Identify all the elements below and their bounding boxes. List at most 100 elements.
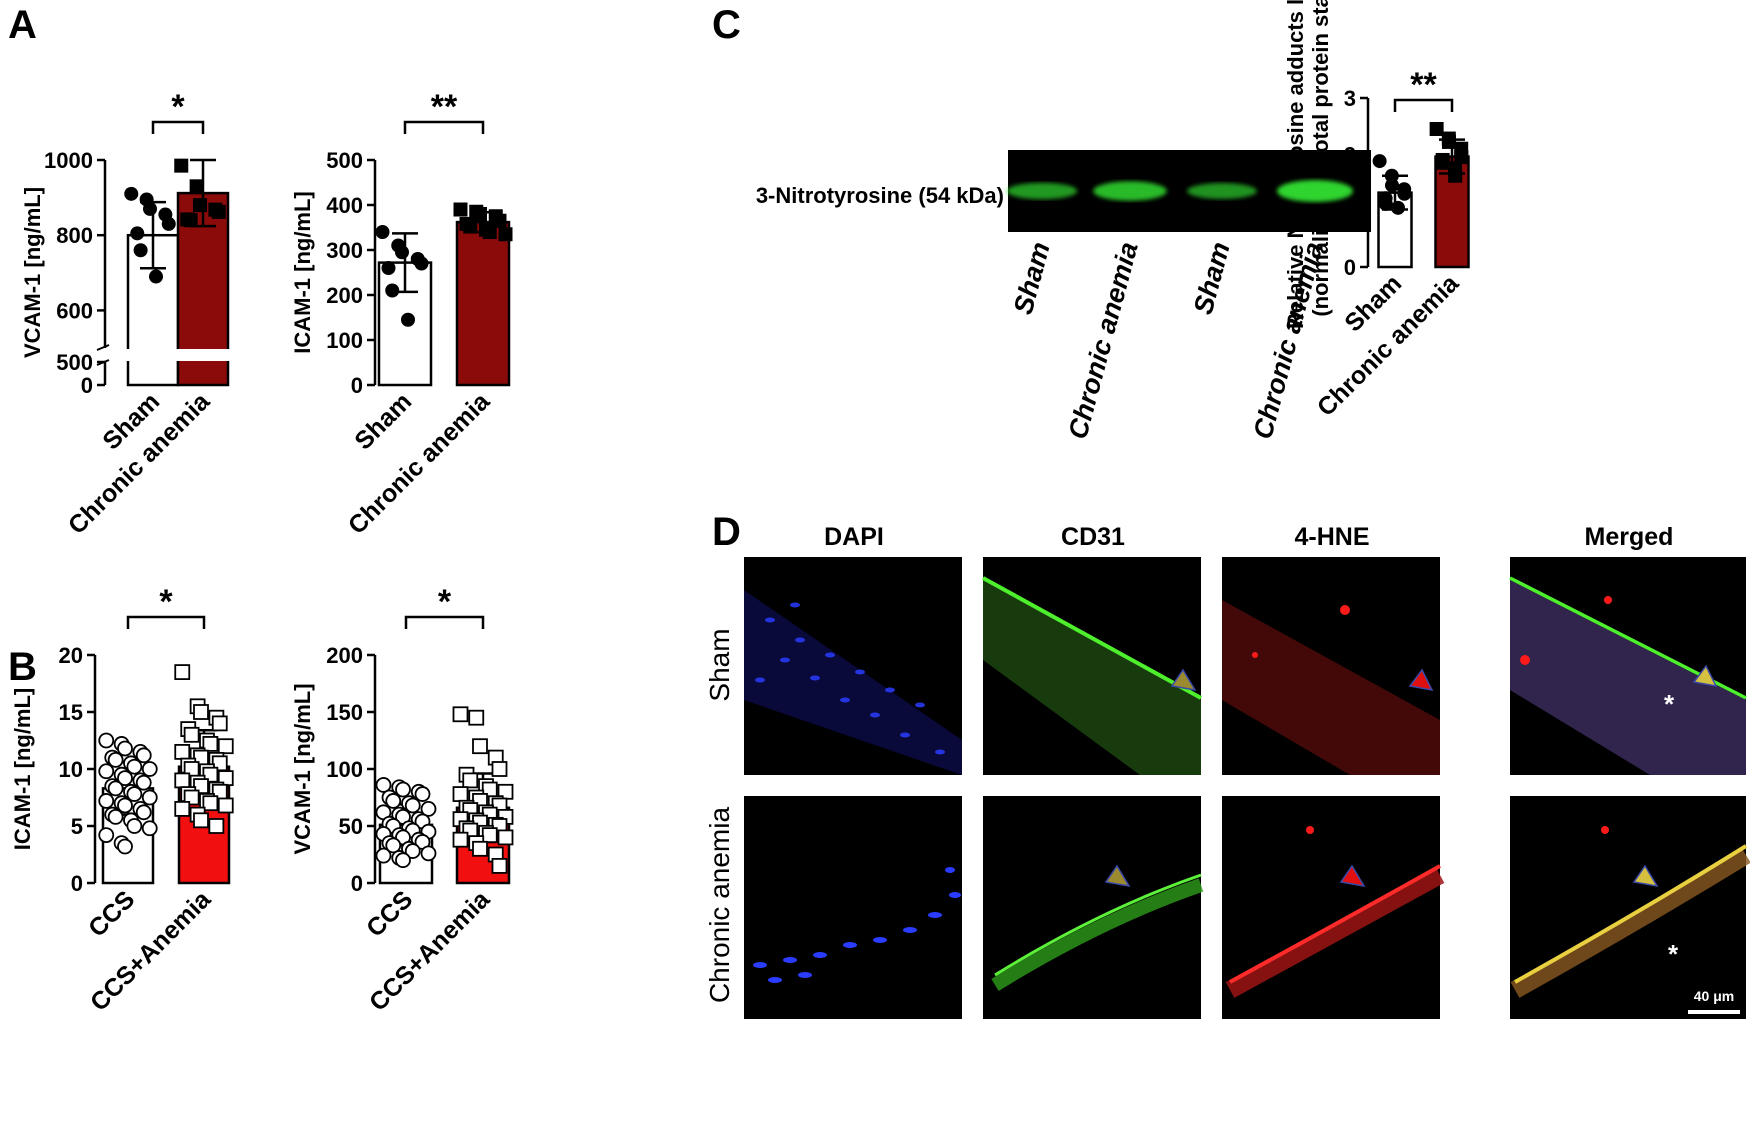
data-point bbox=[463, 219, 478, 234]
blot-band bbox=[1093, 181, 1167, 201]
scale-bar bbox=[1688, 1010, 1740, 1014]
y-tick-label: 1000 bbox=[44, 148, 93, 173]
data-point bbox=[468, 709, 485, 726]
data-point bbox=[1397, 186, 1412, 201]
significance-label: ** bbox=[431, 88, 458, 126]
data-point bbox=[211, 204, 226, 219]
data-point bbox=[98, 793, 115, 809]
y-tick-label: 100 bbox=[326, 328, 363, 353]
data-point bbox=[143, 201, 157, 216]
data-point bbox=[117, 838, 133, 855]
image-anemia-dapi bbox=[744, 796, 962, 1019]
data-point bbox=[126, 786, 143, 802]
blot-lane-label: Sham bbox=[1008, 239, 1056, 318]
data-point bbox=[497, 829, 514, 846]
arrowhead-icon bbox=[1408, 668, 1434, 692]
data-point bbox=[130, 226, 145, 241]
data-point bbox=[183, 726, 200, 743]
data-point bbox=[107, 808, 124, 825]
image-anemia-merged: * 40 μm bbox=[1510, 796, 1750, 1019]
data-point bbox=[1435, 155, 1450, 170]
panel-label-d: D bbox=[712, 510, 741, 554]
blot-lane-label: Sham bbox=[1188, 239, 1236, 318]
arrowhead-icon bbox=[1632, 864, 1659, 888]
panel-label-a: A bbox=[8, 3, 37, 47]
data-point bbox=[208, 818, 225, 834]
data-point bbox=[193, 198, 207, 213]
image-anemia-4hne bbox=[1222, 796, 1445, 1019]
data-point bbox=[174, 158, 189, 173]
data-point bbox=[117, 797, 133, 814]
panel-label-b: B bbox=[8, 645, 37, 689]
data-point bbox=[375, 847, 392, 864]
data-point bbox=[420, 801, 437, 817]
data-point bbox=[395, 245, 409, 260]
y-tick-label: 3 bbox=[1344, 86, 1356, 111]
asterisk-icon: * bbox=[1668, 939, 1679, 969]
data-point bbox=[1378, 196, 1393, 211]
blot-lane-label: Chronic anemia bbox=[1062, 239, 1143, 442]
data-point bbox=[174, 744, 191, 760]
significance-bracket bbox=[404, 615, 485, 629]
y-axis-label: VCAM-1 [ng/mL] bbox=[20, 187, 45, 358]
data-point bbox=[473, 207, 487, 221]
data-point bbox=[217, 738, 234, 755]
data-point bbox=[174, 772, 191, 789]
data-point bbox=[404, 843, 421, 859]
data-point bbox=[395, 781, 411, 798]
y-tick-label: 500 bbox=[56, 350, 93, 375]
image-sham-merged: * bbox=[1509, 557, 1747, 775]
y-tick-label: 0 bbox=[351, 373, 363, 398]
data-point bbox=[482, 225, 497, 239]
significance-bracket bbox=[151, 120, 205, 134]
microscopy-grid: DAPI CD31 4-HNE Merged Sham Chronic anem… bbox=[704, 523, 1750, 1019]
y-tick-label: 0 bbox=[71, 871, 83, 896]
row-label-chronic-anemia: Chronic anemia bbox=[704, 807, 735, 1004]
arrowhead-icon bbox=[1692, 664, 1718, 688]
data-point bbox=[491, 761, 508, 777]
data-point bbox=[404, 797, 421, 814]
y-tick-label: 20 bbox=[59, 643, 83, 668]
data-point bbox=[385, 283, 400, 298]
y-tick-label: 0 bbox=[351, 871, 363, 896]
blot-band bbox=[1187, 183, 1257, 199]
y-axis-label: VCAM-1 [ng/mL] bbox=[290, 683, 315, 854]
data-point bbox=[117, 770, 133, 787]
category-label: CCS bbox=[361, 885, 418, 942]
data-point bbox=[498, 227, 513, 242]
blot-band bbox=[1006, 182, 1078, 200]
significance-label: ** bbox=[1410, 66, 1437, 104]
column-header-4hne: 4-HNE bbox=[1294, 523, 1369, 551]
data-point bbox=[135, 774, 152, 791]
image-sham-cd31 bbox=[982, 557, 1202, 775]
data-point bbox=[98, 827, 115, 844]
y-tick-label: 15 bbox=[59, 700, 83, 725]
data-point bbox=[395, 852, 411, 869]
data-point bbox=[135, 747, 152, 764]
y-tick-label: 400 bbox=[326, 193, 363, 218]
data-point bbox=[98, 732, 115, 749]
data-point bbox=[126, 818, 143, 834]
data-point bbox=[202, 736, 219, 752]
data-point bbox=[107, 780, 124, 797]
arrowhead-icon bbox=[1170, 668, 1197, 692]
significance-label: * bbox=[171, 88, 185, 126]
data-point bbox=[1372, 154, 1387, 169]
data-point bbox=[492, 213, 507, 228]
panel-label-c: C bbox=[712, 3, 741, 47]
y-tick-label: 500 bbox=[326, 148, 363, 173]
data-point bbox=[107, 751, 124, 768]
data-point bbox=[141, 820, 158, 837]
data-point bbox=[117, 740, 133, 757]
significance-bracket bbox=[403, 120, 485, 134]
data-point bbox=[189, 179, 204, 194]
data-point bbox=[462, 772, 479, 789]
scale-bar-label: 40 μm bbox=[1694, 988, 1734, 1004]
data-point bbox=[141, 761, 158, 777]
image-sham-4hne bbox=[1222, 557, 1440, 775]
axis-break-mark bbox=[96, 344, 110, 351]
arrowhead-icon bbox=[1339, 864, 1366, 888]
